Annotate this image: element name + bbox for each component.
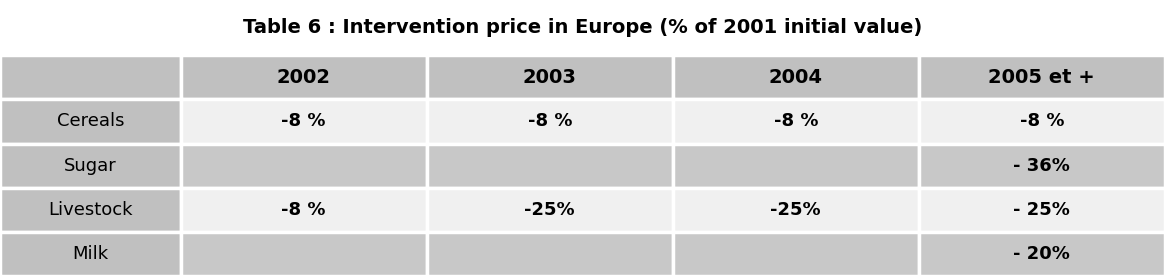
Text: - 20%: - 20% [1013, 245, 1070, 263]
Bar [0, 188, 181, 232]
Text: - 25%: - 25% [1013, 201, 1070, 219]
Bar [427, 144, 673, 188]
Text: 2003: 2003 [522, 68, 577, 87]
Bar [181, 232, 427, 276]
Bar [673, 188, 919, 232]
Bar [0, 144, 181, 188]
Text: Cereals: Cereals [57, 112, 124, 131]
Bar [673, 99, 919, 144]
Bar [0, 99, 181, 144]
Text: -25%: -25% [771, 201, 821, 219]
Bar [181, 55, 427, 99]
Text: -25%: -25% [525, 201, 575, 219]
Text: -8 %: -8 % [527, 112, 573, 131]
Bar [0, 55, 181, 99]
Text: -8 %: -8 % [773, 112, 819, 131]
Bar [673, 144, 919, 188]
Text: 2005 et +: 2005 et + [989, 68, 1095, 87]
Bar [919, 55, 1165, 99]
Text: -8 %: -8 % [281, 112, 326, 131]
Bar [181, 144, 427, 188]
Bar [919, 99, 1165, 144]
Bar [673, 232, 919, 276]
Bar [919, 144, 1165, 188]
Text: -8 %: -8 % [281, 201, 326, 219]
Bar [427, 55, 673, 99]
Bar [181, 188, 427, 232]
Text: Milk: Milk [72, 245, 108, 263]
Bar [919, 232, 1165, 276]
Text: -8 %: -8 % [1019, 112, 1065, 131]
Bar [181, 99, 427, 144]
Bar [427, 99, 673, 144]
Text: 2002: 2002 [276, 68, 331, 87]
Text: - 36%: - 36% [1013, 156, 1070, 175]
Text: Table 6 : Intervention price in Europe (% of 2001 initial value): Table 6 : Intervention price in Europe (… [244, 18, 922, 37]
Bar [673, 55, 919, 99]
Text: 2004: 2004 [768, 68, 823, 87]
Text: Livestock: Livestock [48, 201, 133, 219]
Text: Sugar: Sugar [64, 156, 117, 175]
Bar [427, 188, 673, 232]
Bar [427, 232, 673, 276]
Bar [0, 232, 181, 276]
Bar [919, 188, 1165, 232]
